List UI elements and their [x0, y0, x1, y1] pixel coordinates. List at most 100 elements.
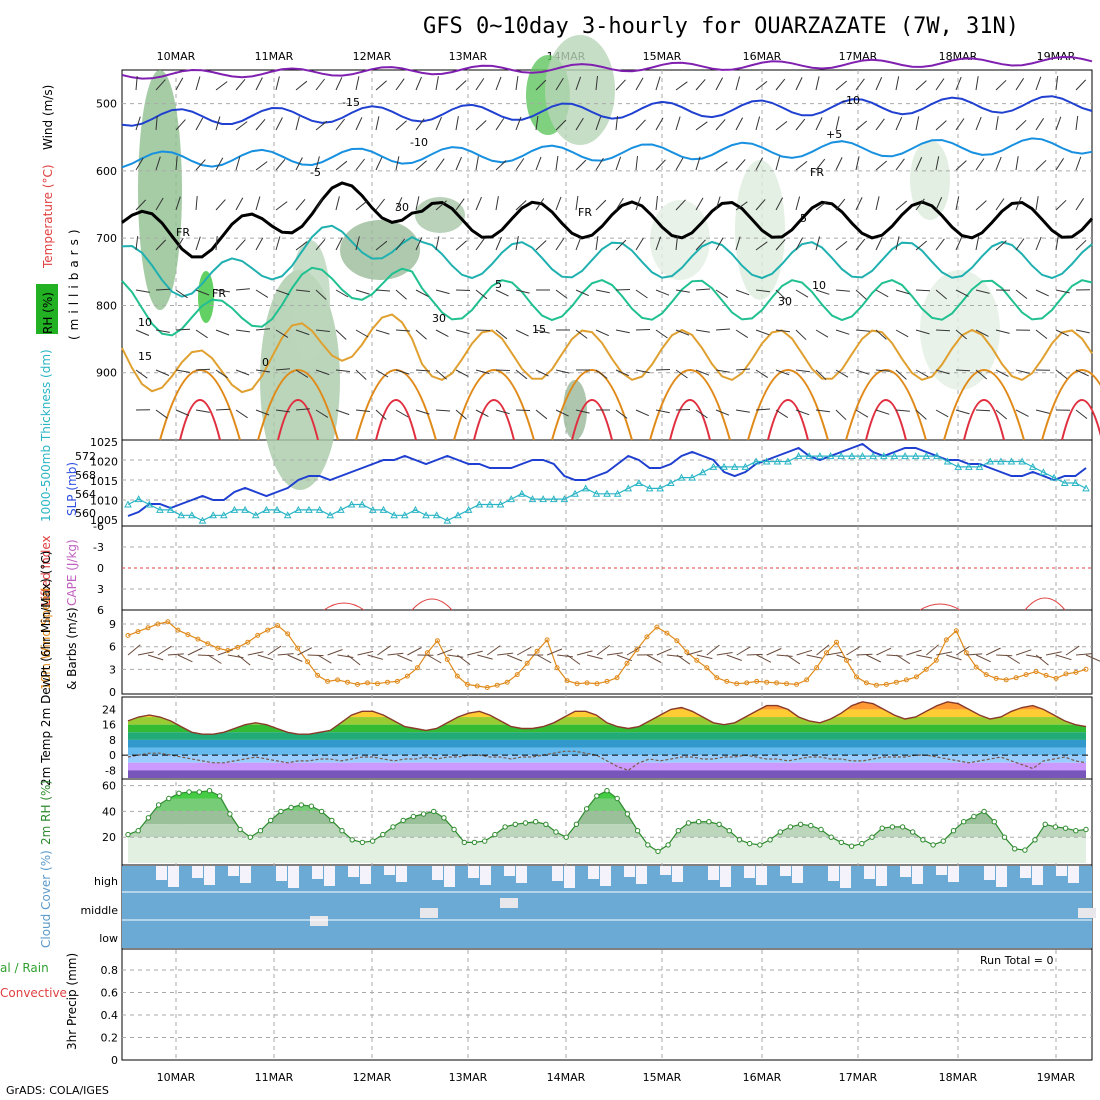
- thickness-point: [283, 511, 292, 519]
- cape-ytick-1: -3: [93, 541, 104, 554]
- upper-wind-barb: [935, 120, 947, 131]
- upper-wind-barb: [755, 199, 766, 211]
- wind-speed-point: [734, 681, 740, 687]
- upper-wind-barb: [535, 198, 545, 211]
- slp-ytick-1010: 1010: [90, 495, 118, 508]
- bottom-date-17MAR: 17MAR: [839, 1071, 878, 1084]
- rh-point: [818, 826, 824, 833]
- left-axis-labels: RH (%) Temperature (°C) Wind (m/s) (mill…: [0, 85, 81, 1050]
- upper-wind-barb: [355, 200, 368, 211]
- temp-ytick-24: 24: [102, 703, 116, 716]
- rh-point: [1012, 846, 1018, 852]
- contour-label-5: 5: [800, 212, 807, 225]
- wind10-barb: [966, 653, 983, 656]
- rh-point: [196, 789, 203, 795]
- wind10-speed-label: 10m Wind Speed: [39, 588, 53, 690]
- precip-ytick-0.8: 0.8: [101, 964, 119, 977]
- wind10-barb: [127, 644, 141, 656]
- rh-point: [553, 829, 559, 835]
- thickness-point: [752, 457, 760, 465]
- upper-wind-barb: [795, 161, 808, 171]
- wind10-barb: [317, 654, 332, 664]
- rh-point: [298, 802, 304, 808]
- upper-wind-barb: [315, 78, 325, 91]
- wind-speed-point: [1073, 669, 1079, 675]
- upper-wind-barb: [375, 409, 387, 420]
- upper-wind-barb: [775, 329, 790, 333]
- upper-wind-barb: [755, 241, 768, 251]
- upper-wind-barb: [295, 241, 308, 251]
- thickness-point: [741, 462, 750, 470]
- rh-point: [390, 824, 396, 830]
- upper-wind-barb: [315, 197, 323, 211]
- upper-wind-barb: [295, 329, 310, 336]
- cloud-high-gap: [636, 866, 647, 884]
- upper-wind-barb: [355, 409, 370, 412]
- upper-wind-barb: [195, 196, 198, 211]
- upper-wind-barb: [655, 329, 668, 339]
- upper-wind-barb: [775, 369, 790, 376]
- upper-wind-barb: [875, 76, 883, 91]
- upper-wind-barb: [415, 409, 430, 415]
- temp-band-bottom: [128, 770, 1086, 778]
- upper-wind-barb: [275, 368, 290, 371]
- upper-wind-barb: [1055, 76, 1059, 91]
- wind-speed-point: [494, 682, 500, 688]
- wind-speed-point: [335, 677, 341, 683]
- upper-wind-barb: [335, 369, 350, 372]
- upper-wind-barb: [1075, 239, 1087, 251]
- millibars-label: (millibars): [67, 224, 81, 340]
- cloud-high-gap: [672, 866, 683, 882]
- upper-wind-barb: [655, 76, 661, 91]
- upper-ytick-700: 700: [96, 232, 117, 245]
- hot-contour-7: [865, 399, 907, 441]
- rh-point: [186, 789, 192, 795]
- upper-wind-barb: [1035, 76, 1042, 91]
- wind10-barb: [157, 645, 172, 656]
- contour-label-15: FR: [176, 226, 190, 239]
- wind10-barb: [796, 649, 813, 656]
- wind-speed-point: [135, 629, 141, 635]
- rh-ytick-20: 20: [102, 831, 116, 844]
- thickness-series-line: [127, 455, 1087, 522]
- upper-wind-barb: [575, 196, 579, 211]
- upper-wind-barb: [875, 369, 890, 372]
- thickness-point: [869, 452, 877, 460]
- precip-total-label: al / Rain: [0, 961, 49, 975]
- rh-band-1: [128, 798, 1086, 812]
- upper-wind-barb: [495, 236, 502, 251]
- wind-speed-point: [355, 681, 360, 687]
- wind10-barb: [756, 654, 772, 663]
- upper-wind-barb: [595, 199, 607, 211]
- thickness-point: [177, 511, 186, 519]
- rh-point: [981, 808, 987, 815]
- thickness-point: [624, 484, 633, 492]
- wind-speed-point: [634, 647, 640, 653]
- upper-wind-barb: [855, 238, 866, 251]
- wind-speed-point: [514, 672, 520, 678]
- temp-band-0: [128, 701, 1086, 710]
- upper-wind-barb: [855, 369, 870, 375]
- upper-wind-barb: [515, 116, 522, 131]
- thickness-point: [1050, 473, 1058, 481]
- thickness-point: [422, 511, 430, 519]
- bottom-date-11MAR: 11MAR: [255, 1071, 294, 1084]
- upper-wind-barb: [515, 289, 530, 294]
- wind10-barb: [816, 644, 830, 656]
- upper-wind-barb: [735, 159, 746, 171]
- wind10-barb: [477, 654, 493, 660]
- contour-label-11: 0: [262, 356, 269, 369]
- wind-speed-point: [1013, 675, 1019, 681]
- wind-speed-point: [664, 630, 670, 636]
- upper-wind-barb: [275, 158, 286, 171]
- rh-point: [369, 838, 376, 844]
- rh-point: [685, 820, 692, 826]
- warm-contour-3: [453, 369, 535, 441]
- upper-wind-barb: [255, 369, 270, 373]
- cloud-high-gap: [324, 866, 335, 886]
- rh-point: [1062, 825, 1069, 831]
- wind10-barb: [1035, 654, 1049, 666]
- upper-wind-barb: [815, 76, 820, 91]
- cloud-high-gap: [828, 866, 839, 881]
- wind10-barb: [916, 654, 933, 659]
